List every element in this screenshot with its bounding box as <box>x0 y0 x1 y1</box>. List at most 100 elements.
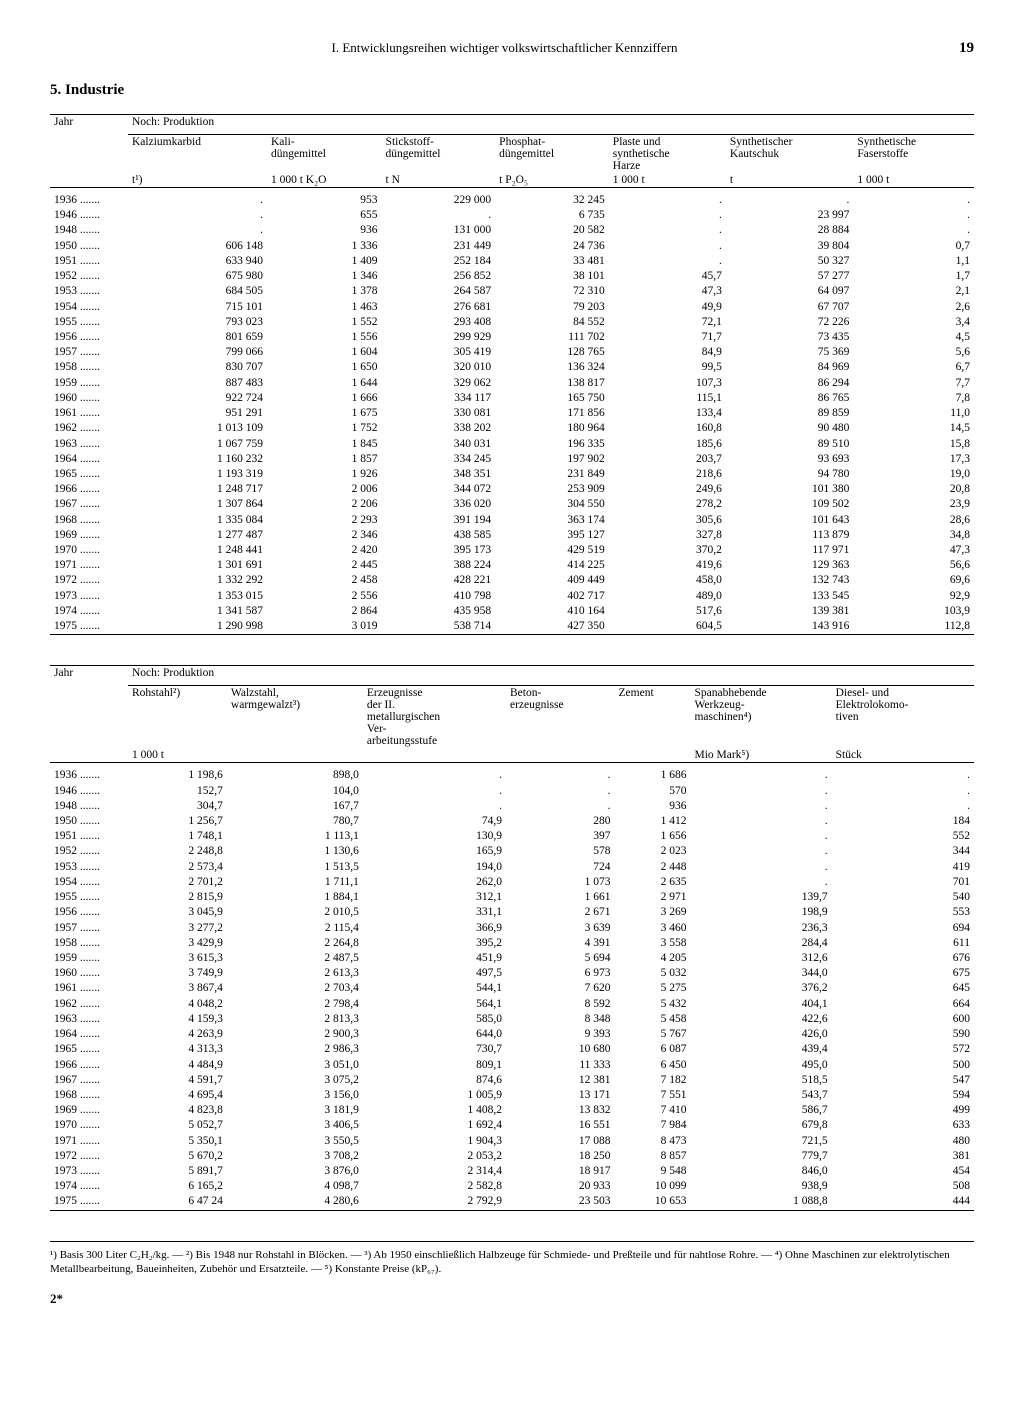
col-unit: t <box>726 173 853 188</box>
data-cell: 330 081 <box>382 406 496 421</box>
data-cell: 4,5 <box>853 330 974 345</box>
footnotes: ¹) Basis 300 Liter C₂H₂/kg. — ²) Bis 194… <box>50 1241 974 1277</box>
data-cell: 84,9 <box>609 345 726 360</box>
data-cell: 344 <box>832 844 974 859</box>
data-cell: 2 613,3 <box>227 966 363 981</box>
data-cell: 376,2 <box>690 981 831 996</box>
data-cell: 1 845 <box>267 437 382 452</box>
data-cell: 938,9 <box>690 1179 831 1194</box>
data-cell: 2 671 <box>506 905 615 920</box>
data-cell: 16 551 <box>506 1118 615 1133</box>
data-cell: 578 <box>506 844 615 859</box>
data-cell: 171 856 <box>495 406 609 421</box>
col-unit: Stück <box>832 748 974 763</box>
data-cell: 1 067 759 <box>128 437 267 452</box>
col-unit <box>506 748 615 763</box>
table-row: 1953 .......2 573,41 513,5194,07242 448.… <box>50 860 974 875</box>
data-cell: 428 221 <box>382 573 496 588</box>
year-cell: 1969 ....... <box>50 528 128 543</box>
data-cell: 132 743 <box>726 573 853 588</box>
year-cell: 1963 ....... <box>50 437 128 452</box>
data-cell: 4 313,3 <box>128 1042 227 1057</box>
data-cell: . <box>363 763 506 784</box>
data-cell: 139 381 <box>726 604 853 619</box>
table-row: 1958 .......3 429,92 264,8395,24 3913 55… <box>50 936 974 951</box>
data-cell: 299 929 <box>382 330 496 345</box>
data-cell: 3 615,3 <box>128 951 227 966</box>
data-cell: 34,8 <box>853 528 974 543</box>
year-cell: 1966 ....... <box>50 1058 128 1073</box>
data-cell: 103,9 <box>853 604 974 619</box>
year-cell: 1974 ....... <box>50 1179 128 1194</box>
data-cell: 138 817 <box>495 376 609 391</box>
year-cell: 1967 ....... <box>50 497 128 512</box>
data-cell: 24 736 <box>495 239 609 254</box>
data-cell: 724 <box>506 860 615 875</box>
data-cell: 17 088 <box>506 1134 615 1149</box>
table-row: 1936 ........953229 00032 245... <box>50 188 974 209</box>
data-cell: 8 348 <box>506 1012 615 1027</box>
data-cell: 0,7 <box>853 239 974 254</box>
data-cell: 86 765 <box>726 391 853 406</box>
data-cell: . <box>609 239 726 254</box>
t2-group-header: Noch: Produktion <box>128 666 974 686</box>
data-cell: 2 448 <box>615 860 691 875</box>
data-cell: 72,1 <box>609 315 726 330</box>
data-cell: . <box>726 188 853 209</box>
year-cell: 1971 ....... <box>50 558 128 573</box>
col-header: Rohstahl²) <box>128 686 227 749</box>
data-cell: 721,5 <box>690 1134 831 1149</box>
data-cell: 49,9 <box>609 300 726 315</box>
data-cell: 370,2 <box>609 543 726 558</box>
table-row: 1969 .......4 823,83 181,91 408,213 8327… <box>50 1103 974 1118</box>
data-cell: 936 <box>267 223 382 238</box>
col-unit: 1 000 t <box>609 173 726 188</box>
data-cell: . <box>609 254 726 269</box>
data-cell: 1 307 864 <box>128 497 267 512</box>
data-cell: 508 <box>832 1179 974 1194</box>
year-cell: 1948 ....... <box>50 223 128 238</box>
data-cell: 1 408,2 <box>363 1103 506 1118</box>
data-cell: 10 099 <box>615 1179 691 1194</box>
table-row: 1971 .......1 301 6912 445388 224414 225… <box>50 558 974 573</box>
data-cell: 4 695,4 <box>128 1088 227 1103</box>
year-cell: 1952 ....... <box>50 844 128 859</box>
data-cell: 20,8 <box>853 482 974 497</box>
data-cell: 1 073 <box>506 875 615 890</box>
data-cell: 7 620 <box>506 981 615 996</box>
year-cell: 1950 ....... <box>50 239 128 254</box>
data-cell: 1 556 <box>267 330 382 345</box>
table-row: 1958 .......830 7071 650320 010136 32499… <box>50 360 974 375</box>
data-cell: 2 487,5 <box>227 951 363 966</box>
data-cell: 101 380 <box>726 482 853 497</box>
table-row: 1954 .......2 701,21 711,1262,01 0732 63… <box>50 875 974 890</box>
data-cell: 3 867,4 <box>128 981 227 996</box>
data-cell: 676 <box>832 951 974 966</box>
data-cell: 305,6 <box>609 513 726 528</box>
data-cell: 419,6 <box>609 558 726 573</box>
data-cell: 633 <box>832 1118 974 1133</box>
table-row: 1975 .......6 47 244 280,62 792,923 5031… <box>50 1194 974 1210</box>
data-cell: 458,0 <box>609 573 726 588</box>
section-title: 5. Industrie <box>50 82 974 99</box>
data-cell: 284,4 <box>690 936 831 951</box>
data-cell: 1 193 319 <box>128 467 267 482</box>
data-cell: 381 <box>832 1149 974 1164</box>
year-cell: 1972 ....... <box>50 573 128 588</box>
data-cell: 1 692,4 <box>363 1118 506 1133</box>
data-cell: 590 <box>832 1027 974 1042</box>
col-header: Spanabhebende Werkzeug- maschinen⁴) <box>690 686 831 749</box>
data-cell: 3 876,0 <box>227 1164 363 1179</box>
year-cell: 1962 ....... <box>50 421 128 436</box>
year-cell: 1960 ....... <box>50 966 128 981</box>
data-cell: 936 <box>615 799 691 814</box>
data-cell: . <box>853 188 974 209</box>
data-cell: 645 <box>832 981 974 996</box>
table-row: 1964 .......4 263,92 900,3644,09 3935 76… <box>50 1027 974 1042</box>
data-cell: 278,2 <box>609 497 726 512</box>
data-cell: 229 000 <box>382 188 496 209</box>
data-cell: 38 101 <box>495 269 609 284</box>
data-cell: 104,0 <box>227 784 363 799</box>
data-cell: 644,0 <box>363 1027 506 1042</box>
data-cell: 5 350,1 <box>128 1134 227 1149</box>
